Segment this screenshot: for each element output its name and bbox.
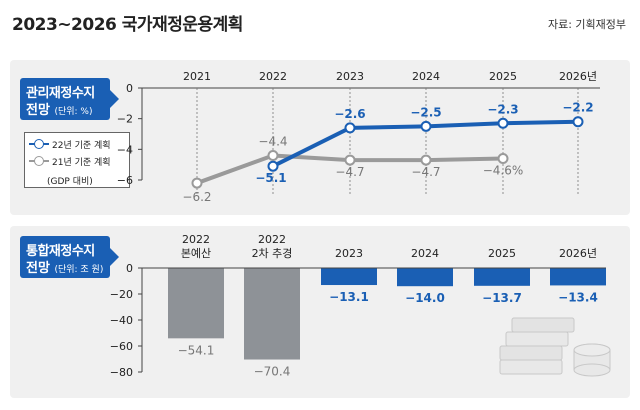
x-tick-label: 2026년	[559, 247, 597, 260]
data-label: −54.1	[178, 343, 215, 357]
data-label: −4.6%	[483, 164, 524, 178]
consolidated-balance-title: 통합재정수지	[26, 244, 95, 259]
data-point	[344, 122, 356, 134]
legend-note: (GDP 대비)	[47, 177, 93, 187]
data-label: −6.2	[182, 190, 211, 204]
x-tick-label: 2022	[182, 233, 210, 246]
data-point	[267, 149, 279, 161]
badge-arrow-icon	[110, 248, 119, 266]
fiscal-balance-subtitle: 전망 (단위: %)	[26, 99, 92, 118]
y-tick-label: −4	[117, 143, 133, 156]
x-tick-label: 2025	[489, 70, 517, 83]
y-tick-label: 0	[126, 262, 133, 275]
badge-arrow-icon	[110, 90, 119, 108]
legend: 22년 기준 계획 21년 기준 계획 (GDP 대비)	[24, 132, 130, 188]
bar	[397, 268, 453, 287]
legend-label-2022-plan: 22년 기준 계획	[52, 140, 111, 151]
blue-line-marker-icon	[29, 139, 49, 149]
page-title: 2023~2026 국가재정운용계획	[12, 15, 243, 35]
data-label: −2.6	[334, 107, 365, 121]
x-tick-label: 2차 추경	[252, 247, 293, 260]
y-tick-label: −80	[110, 366, 133, 379]
data-point	[420, 120, 432, 132]
data-point	[191, 177, 203, 189]
y-tick-label: 0	[126, 82, 133, 95]
data-label: −4.7	[335, 165, 364, 179]
consolidated-balance-badge: 통합재정수지 전망 (단위: 조 원)	[20, 236, 119, 278]
fiscal-balance-panel: 관리재정수지 전망 (단위: %) 22년 기준 계획 21년 기준 계획 (G…	[10, 60, 630, 215]
fiscal-balance-badge: 관리재정수지 전망 (단위: %)	[20, 78, 119, 120]
x-tick-label: 2023	[335, 247, 363, 260]
data-label: −70.4	[254, 365, 291, 379]
bar	[244, 268, 300, 360]
data-label: −13.7	[482, 291, 522, 305]
gray-line-marker-icon	[29, 156, 49, 166]
bar	[550, 268, 606, 286]
x-tick-label: 2022	[258, 233, 286, 246]
x-tick-label: 2024	[411, 247, 439, 260]
data-label: −4.7	[411, 165, 440, 179]
x-tick-label: 2023	[336, 70, 364, 83]
x-tick-label: 2022	[259, 70, 287, 83]
y-tick-label: −6	[117, 174, 133, 187]
source-note: 자료: 기획재정부	[547, 18, 626, 31]
data-label: −2.3	[487, 102, 518, 116]
consolidated-balance-subtitle-text: 전망	[26, 261, 50, 276]
legend-label-2021-plan: 21년 기준 계획	[52, 157, 111, 168]
consolidated-balance-subtitle: 전망 (단위: 조 원)	[26, 257, 103, 276]
consolidated-balance-unit: (단위: 조 원)	[54, 265, 104, 275]
fiscal-balance-unit: (단위: %)	[54, 107, 93, 117]
data-label: −4.4	[258, 134, 287, 148]
data-label: −5.1	[255, 171, 286, 185]
money-stack-icon	[499, 317, 611, 377]
bar	[474, 268, 530, 286]
bar	[168, 268, 224, 339]
x-tick-label: 2024	[412, 70, 440, 83]
data-point	[572, 116, 584, 128]
legend-item-2021-plan: 21년 기준 계획	[29, 155, 111, 168]
legend-item-2022-plan: 22년 기준 계획	[29, 138, 111, 151]
data-label: −2.5	[410, 105, 441, 119]
bar	[321, 268, 377, 286]
data-point	[497, 153, 509, 165]
data-label: −13.4	[558, 290, 598, 304]
data-label: −2.2	[562, 101, 593, 115]
data-point	[497, 117, 509, 129]
x-tick-label: 2026년	[559, 70, 597, 83]
fiscal-balance-title: 관리재정수지	[26, 86, 95, 101]
data-point	[344, 154, 356, 166]
y-tick-label: −40	[110, 314, 133, 327]
x-tick-label: 본예산	[181, 247, 211, 260]
x-tick-label: 2025	[488, 247, 516, 260]
data-point	[420, 154, 432, 166]
y-tick-label: −2	[117, 113, 133, 126]
fiscal-balance-subtitle-text: 전망	[26, 103, 50, 118]
x-tick-label: 2021	[183, 70, 211, 83]
y-tick-label: −20	[110, 288, 133, 301]
data-point	[267, 160, 279, 172]
y-tick-label: −60	[110, 340, 133, 353]
data-label: −13.1	[329, 290, 369, 304]
data-label: −14.0	[405, 291, 445, 305]
